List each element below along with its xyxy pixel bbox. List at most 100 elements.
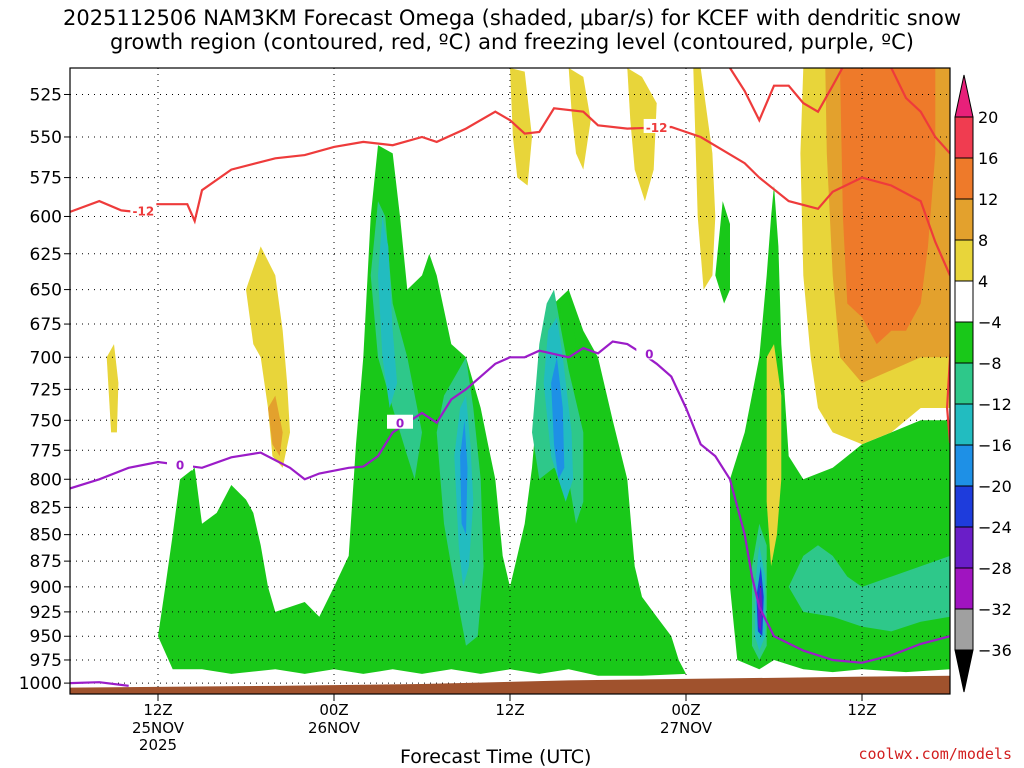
omega-region: [510, 68, 532, 186]
y-tick-label: 625: [30, 245, 62, 265]
contour-label-background: [387, 414, 413, 429]
colorbar-label: 8: [978, 231, 988, 250]
colorbar-label: −4: [978, 313, 1002, 332]
contour-label-background: [636, 345, 663, 360]
colorbar-label: −24: [978, 518, 1012, 537]
colorbar-label: 20: [978, 108, 998, 127]
terrain-fill: [70, 675, 950, 694]
y-tick-label: 950: [30, 627, 62, 647]
colorbar-bin: [954, 280, 974, 323]
colorbar-bin: [954, 567, 974, 610]
contour-lines: -12 -12 0 0 0: [70, 68, 950, 687]
y-tick-label: 925: [30, 603, 62, 623]
omega-region: [551, 357, 565, 480]
colorbar-bin: [954, 198, 974, 241]
y-tick-label: 575: [30, 169, 62, 189]
colorbar-bottom-arrow: [954, 649, 974, 693]
contour-label: 0: [396, 417, 404, 431]
y-tick-label: 825: [30, 498, 62, 518]
colorbar-label: −8: [978, 354, 1002, 373]
x-tick-label: 12Z: [495, 701, 524, 719]
x-tick-label: 00Z: [319, 701, 348, 719]
credit-text: coolwx.com/models: [858, 745, 1012, 763]
colorbar-bin: [954, 526, 974, 569]
omega-region: [693, 68, 716, 290]
colorbar-label: −12: [978, 395, 1012, 414]
y-tick-label: 700: [30, 348, 62, 368]
y-tick-label: 750: [30, 411, 62, 431]
omega-shading: [106, 68, 950, 676]
contour-label: 0: [176, 458, 184, 472]
contour-line: [945, 261, 950, 444]
y-tick-label: 775: [30, 441, 62, 461]
y-axis: 525 550 575 600 625 650 675 700 725 750 775 800 825 8…: [19, 85, 70, 694]
colorbar-bin: [954, 444, 974, 487]
y-tick-label: 650: [30, 281, 62, 301]
colorbar-top-arrow: [954, 74, 974, 118]
colorbar-bin: [954, 608, 974, 651]
colorbar-label: −20: [978, 477, 1012, 496]
omega-region: [568, 68, 591, 170]
contour-line: [70, 107, 950, 276]
colorbar-bin: [954, 403, 974, 446]
grid-lines: [70, 68, 950, 694]
contour-label-background: [643, 118, 670, 133]
colorbar: 20 16 12 8 4 −4 −8 −12 −16 −20 −24 −28 −32 −36: [954, 74, 1012, 693]
contour-label: -12: [646, 121, 668, 135]
y-tick-label: 900: [30, 578, 62, 598]
omega-region: [106, 344, 119, 433]
colorbar-label: −36: [978, 641, 1012, 660]
contour-line: [729, 68, 844, 123]
contour-label-background: [167, 456, 193, 471]
omega-region: [460, 420, 468, 535]
contour-label: 0: [645, 347, 653, 361]
x-axis-title: Forecast Time (UTC): [400, 746, 592, 768]
contour-line: [70, 340, 950, 664]
omega-region: [766, 344, 782, 567]
x-tick-date: 25NOV: [132, 719, 185, 737]
y-tick-label: 800: [30, 470, 62, 490]
y-tick-label: 550: [30, 128, 62, 148]
omega-region: [730, 185, 950, 673]
colorbar-label: 16: [978, 149, 998, 168]
omega-region: [158, 145, 686, 676]
y-tick-label: 525: [30, 85, 62, 105]
omega-region: [715, 201, 730, 304]
y-tick-label: 875: [30, 552, 62, 572]
y-tick-label: 1000: [19, 674, 62, 694]
colorbar-label: −16: [978, 436, 1012, 455]
contour-line: [890, 68, 950, 155]
x-tick-date: 26NOV: [308, 719, 361, 737]
omega-region: [268, 395, 283, 457]
x-tick-label: 12Z: [143, 701, 172, 719]
omega-region: [627, 68, 657, 202]
colorbar-bin: [954, 239, 974, 282]
omega-region: [788, 545, 950, 632]
colorbar-bin: [954, 485, 974, 528]
x-tick-label: 00Z: [671, 701, 700, 719]
colorbar-label: 4: [978, 272, 988, 291]
chart-title: 2025112506 NAM3KM Forecast Omega (shaded…: [0, 6, 1024, 54]
contour-label-background: [130, 202, 157, 217]
x-tick-date: 27NOV: [660, 719, 713, 737]
chart-title-line1: 2025112506 NAM3KM Forecast Omega (shaded…: [62, 6, 962, 30]
y-tick-label: 725: [30, 380, 62, 400]
y-tick-label: 975: [30, 651, 62, 671]
omega-region: [840, 68, 936, 345]
colorbar-label: −32: [978, 600, 1012, 619]
y-tick-label: 850: [30, 526, 62, 546]
contour-line: [70, 681, 129, 687]
colorbar-bin: [954, 116, 974, 159]
chart-title-line2: growth region (contoured, red, ºC) and f…: [110, 30, 914, 54]
x-tick-label: 12Z: [847, 701, 876, 719]
y-tick-label: 600: [30, 207, 62, 227]
colorbar-bin: [954, 321, 974, 364]
contour-label: -12: [132, 204, 154, 218]
colorbar-bin: [954, 157, 974, 200]
terrain: [70, 675, 950, 694]
y-tick-label: 675: [30, 315, 62, 335]
colorbar-bin: [954, 362, 974, 405]
colorbar-label: 12: [978, 190, 998, 209]
